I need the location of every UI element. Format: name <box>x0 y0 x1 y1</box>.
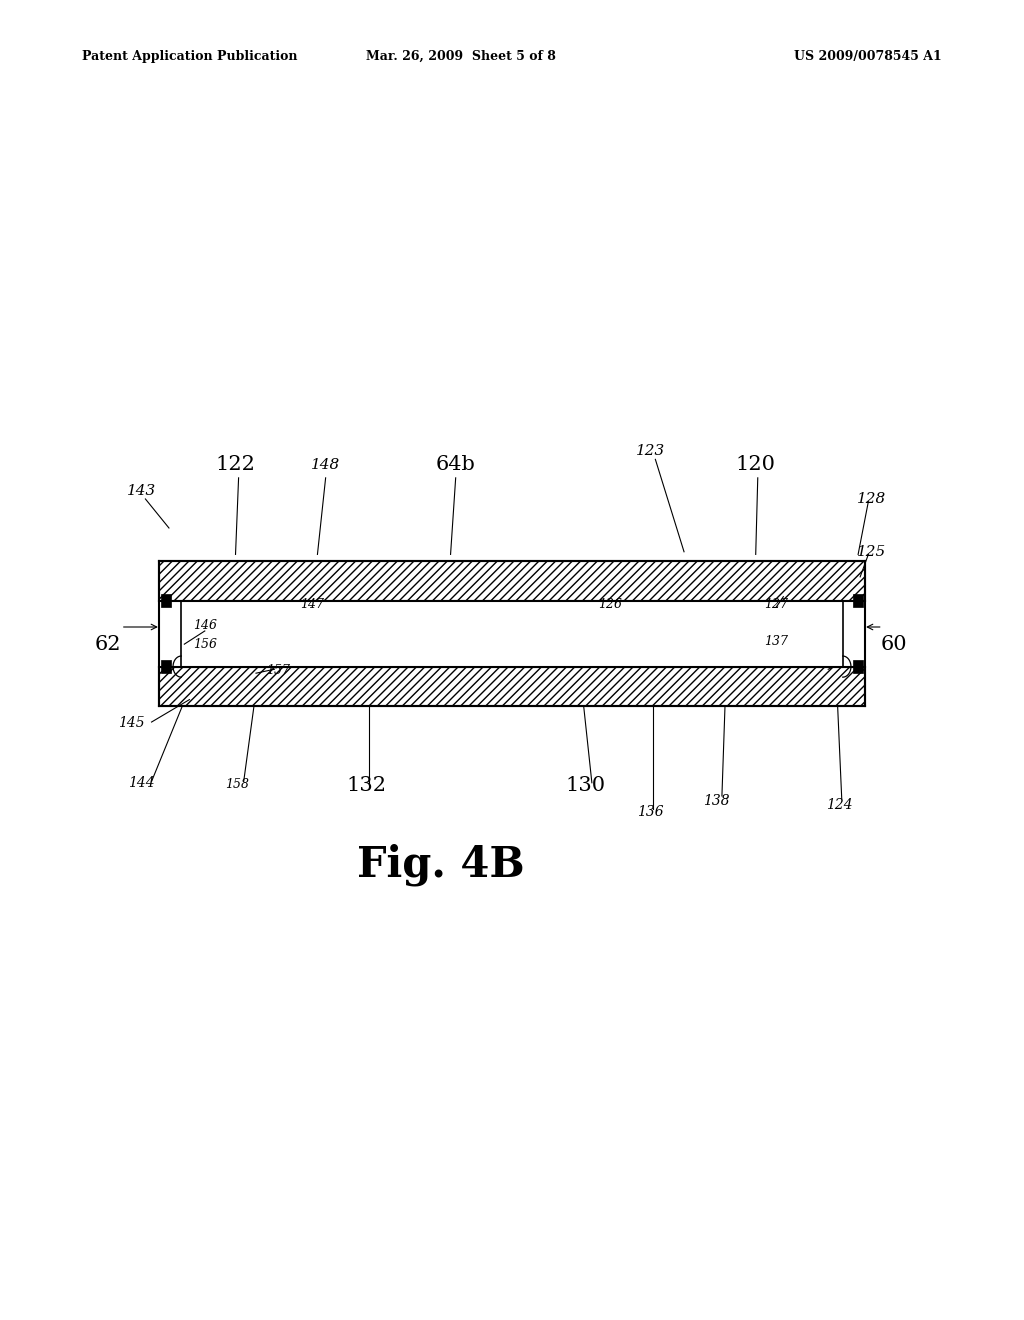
Text: 127: 127 <box>764 598 788 611</box>
Text: 122: 122 <box>216 455 255 474</box>
Bar <box>161 660 171 673</box>
Text: 148: 148 <box>311 458 340 471</box>
Text: 137: 137 <box>764 635 788 648</box>
Text: 138: 138 <box>703 795 730 808</box>
Text: 60: 60 <box>881 635 907 653</box>
Text: Patent Application Publication: Patent Application Publication <box>82 50 297 63</box>
Text: Fig. 4B: Fig. 4B <box>356 843 524 886</box>
Text: 120: 120 <box>735 455 776 474</box>
Bar <box>161 594 171 607</box>
Text: 136: 136 <box>637 805 664 818</box>
Bar <box>159 667 865 706</box>
Text: 124: 124 <box>826 799 853 812</box>
Text: 143: 143 <box>127 484 156 498</box>
Text: 145: 145 <box>118 717 144 730</box>
Text: 156: 156 <box>193 638 217 651</box>
Bar <box>159 601 865 667</box>
Bar <box>853 594 863 607</box>
Text: 144: 144 <box>128 776 155 789</box>
Text: 157: 157 <box>266 664 291 677</box>
Bar <box>853 660 863 673</box>
Text: 64b: 64b <box>436 455 475 474</box>
Bar <box>159 561 865 601</box>
Text: US 2009/0078545 A1: US 2009/0078545 A1 <box>795 50 942 63</box>
Bar <box>159 667 865 706</box>
Text: 130: 130 <box>565 776 606 795</box>
Text: 158: 158 <box>225 777 250 791</box>
Bar <box>159 561 865 601</box>
Text: 126: 126 <box>598 598 623 611</box>
Text: 128: 128 <box>857 492 886 506</box>
Text: 132: 132 <box>346 776 387 795</box>
Text: 146: 146 <box>193 619 217 632</box>
Text: 147: 147 <box>300 598 325 611</box>
Text: 62: 62 <box>94 635 121 653</box>
Text: 123: 123 <box>636 445 665 458</box>
Text: Mar. 26, 2009  Sheet 5 of 8: Mar. 26, 2009 Sheet 5 of 8 <box>366 50 556 63</box>
Text: 125: 125 <box>857 545 886 558</box>
